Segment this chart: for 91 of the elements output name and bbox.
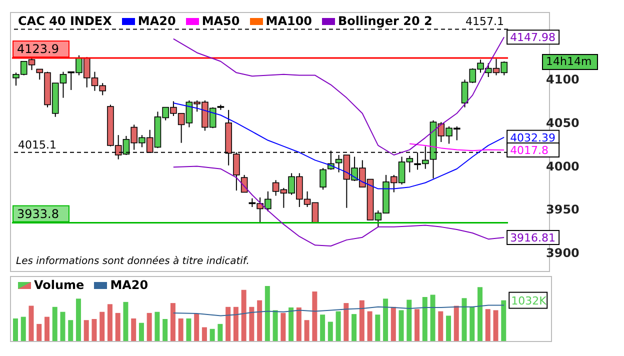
bar (390, 306, 396, 341)
text: 14h14m (542, 54, 598, 70)
bar (446, 316, 452, 341)
bar (375, 314, 380, 341)
bar (202, 327, 207, 341)
bar (367, 311, 372, 341)
bar (414, 309, 420, 341)
bar (36, 324, 42, 341)
ref-line-label: 4157.1 (466, 15, 504, 28)
bar (28, 306, 34, 341)
annotation: Les informations sont données à titre indicatif. (16, 256, 250, 267)
y-tick-label: 3900 (546, 246, 580, 260)
y-tick-label: 3950 (546, 202, 580, 217)
legend-label: MA50 (202, 14, 240, 28)
line-series (172, 166, 505, 246)
bar (20, 316, 26, 341)
legend-label: MA20 (110, 278, 148, 292)
bar (154, 312, 160, 341)
data-label: 4147.98 (510, 31, 556, 44)
bar (454, 306, 459, 341)
bar (312, 292, 318, 341)
bar (218, 324, 223, 341)
bar (280, 312, 286, 341)
bar (383, 298, 388, 341)
line-series (172, 36, 505, 156)
bar (131, 318, 136, 341)
bar (107, 304, 112, 341)
bar (92, 319, 97, 341)
ref-line-label: 4015.1 (18, 138, 56, 152)
data-label: 3916.81 (510, 232, 556, 244)
bar (60, 312, 66, 341)
bar (178, 318, 184, 341)
bar (68, 320, 74, 341)
legend-label: MA100 (266, 14, 312, 28)
bar (352, 314, 357, 341)
data-label: 4032.39 (510, 131, 556, 144)
chart-title: CAC 40 INDEX (18, 14, 112, 28)
bar (138, 322, 144, 341)
bar (304, 320, 310, 341)
bar (146, 312, 152, 341)
bar (186, 318, 192, 341)
bar (210, 328, 215, 341)
legend-label: Volume (34, 278, 84, 292)
line-series (409, 143, 505, 152)
bar (296, 307, 302, 341)
bar (233, 306, 238, 341)
y-tick-label: 4000 (546, 159, 580, 174)
bar (52, 306, 58, 341)
bar (170, 303, 176, 341)
bar (485, 309, 490, 341)
bar (241, 290, 246, 341)
bar (123, 302, 128, 341)
bar (344, 303, 349, 341)
bar (438, 311, 444, 341)
bar (501, 300, 506, 341)
bar (320, 314, 326, 341)
bar (288, 307, 294, 341)
bar (100, 312, 105, 341)
bar (194, 314, 200, 341)
bar (398, 310, 404, 341)
y-tick-label: 4050 (546, 116, 580, 130)
ref-line-label: 4123.9 (17, 42, 59, 56)
bar (478, 287, 483, 341)
text: 1032K (511, 294, 548, 308)
bar (257, 300, 262, 341)
bar (76, 298, 81, 341)
bar (470, 306, 475, 341)
data-label: 4017.8 (510, 144, 549, 157)
bar (493, 310, 498, 341)
bar (162, 319, 168, 341)
bar (462, 298, 467, 341)
ref-line-label: 3933.8 (17, 206, 59, 221)
y-tick-label: 4100 (546, 72, 580, 87)
bar (328, 322, 333, 341)
bar (13, 318, 18, 341)
bar (336, 311, 341, 341)
bar (422, 297, 428, 341)
bar (430, 294, 436, 341)
bar (44, 316, 50, 341)
legend-label: MA20 (138, 14, 176, 28)
bar (226, 306, 231, 341)
bar (115, 312, 120, 341)
bar (406, 300, 412, 341)
candlestick (320, 168, 326, 190)
legend-label: Bollinger 20 2 (338, 14, 432, 28)
bar (84, 320, 89, 341)
bar (264, 286, 270, 341)
line-series (172, 102, 505, 190)
bar (359, 300, 364, 341)
bar (249, 306, 254, 341)
bar (272, 310, 278, 341)
